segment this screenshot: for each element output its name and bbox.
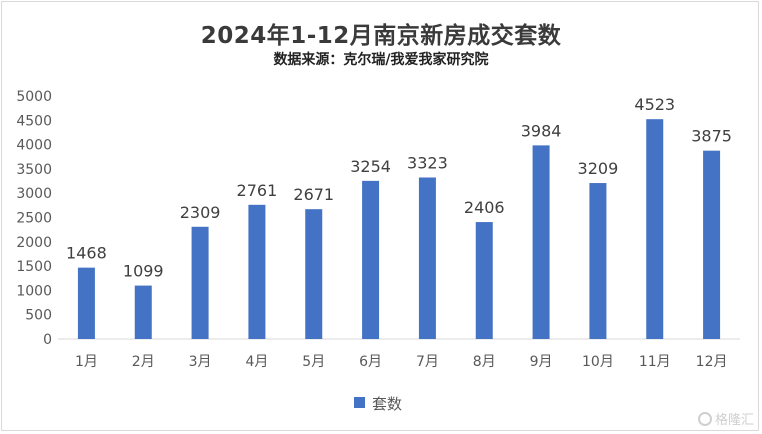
bar	[305, 209, 323, 339]
chart-title: 2024年1-12月南京新房成交套数	[200, 23, 562, 49]
bar	[418, 177, 436, 339]
y-tick-label: 3500	[16, 162, 52, 178]
bar	[77, 267, 95, 339]
data-label: 3209	[578, 159, 619, 178]
data-label: 2309	[180, 203, 221, 222]
bar	[191, 226, 209, 339]
bar	[248, 204, 266, 339]
data-label: 3254	[350, 157, 391, 176]
y-tick-label: 0	[43, 332, 52, 348]
y-tick-label: 4500	[16, 113, 52, 129]
y-tick-label: 2500	[16, 211, 52, 227]
data-label: 1468	[66, 244, 107, 263]
bar	[362, 180, 380, 339]
watermark: 格隆汇	[697, 409, 754, 428]
data-label: 2406	[464, 198, 505, 217]
data-label: 3875	[691, 127, 732, 146]
y-tick-label: 5000	[16, 89, 52, 105]
x-tick-label: 2月	[132, 354, 155, 370]
x-tick-label: 9月	[530, 354, 553, 370]
legend-label: 套数	[372, 395, 402, 413]
data-label: 2671	[293, 185, 334, 204]
y-tick-label: 2000	[16, 235, 52, 251]
y-tick-label: 3000	[16, 186, 52, 202]
x-tick-label: 4月	[245, 354, 268, 370]
bar	[589, 183, 607, 339]
legend-swatch	[354, 397, 365, 408]
data-label: 4523	[634, 95, 675, 114]
chart-subtitle: 数据来源：克尔瑞/我爱我家研究院	[273, 52, 489, 68]
bar	[703, 150, 721, 339]
data-label: 3984	[521, 121, 562, 140]
data-label: 2761	[237, 181, 278, 200]
y-tick-label: 1500	[16, 259, 52, 275]
x-tick-label: 1月	[75, 354, 98, 370]
x-tick-label: 3月	[189, 354, 212, 370]
x-tick-label: 5月	[302, 354, 325, 370]
gelonghui-logo-icon	[697, 411, 712, 426]
x-tick-label: 6月	[359, 354, 382, 370]
x-tick-label: 7月	[416, 354, 439, 370]
bar	[532, 145, 550, 339]
bar	[646, 119, 664, 340]
x-tick-label: 10月	[582, 354, 614, 370]
x-tick-label: 11月	[639, 354, 671, 370]
x-tick-label: 8月	[473, 354, 496, 370]
y-tick-label: 500	[25, 308, 52, 324]
y-tick-label: 1000	[16, 283, 52, 299]
x-tick-label: 12月	[696, 354, 728, 370]
data-label: 3323	[407, 154, 448, 173]
bar	[134, 285, 152, 339]
data-label: 1099	[123, 262, 164, 281]
watermark-text: 格隆汇	[714, 413, 754, 428]
y-tick-label: 4000	[16, 138, 52, 154]
bar	[475, 222, 493, 339]
